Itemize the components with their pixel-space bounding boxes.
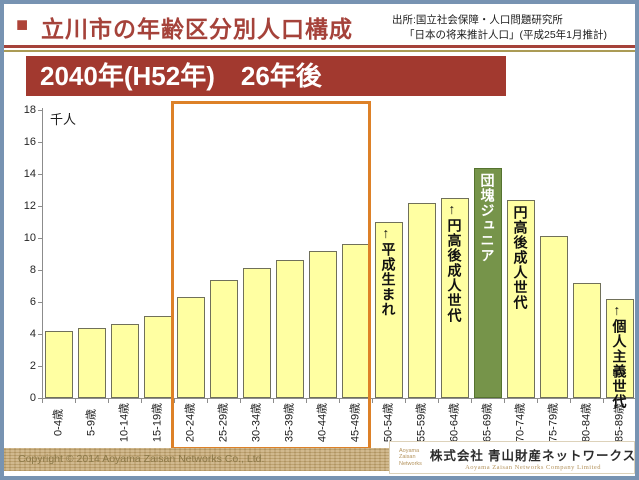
- y-tick: [38, 302, 42, 303]
- x-tick: [570, 399, 571, 403]
- x-axis-category-label: 20-24歳: [184, 402, 196, 443]
- logo-wordmark: Aoyama Zaisan Networks: [399, 448, 422, 468]
- bar-annotation: 団塊ジュニア: [479, 173, 496, 263]
- y-tick-label: 6: [29, 296, 36, 308]
- x-axis-category-label: 45-49歳: [349, 402, 361, 443]
- bar: [275, 260, 304, 398]
- y-tick-label: 8: [29, 264, 36, 276]
- bar-annotation: ←平成生まれ: [380, 227, 397, 317]
- logo-word-3: Networks: [399, 460, 422, 467]
- x-tick: [405, 399, 406, 403]
- bar: [143, 316, 172, 398]
- copyright-text: Copyright © 2014 Aoyama Zaisan Networks …: [18, 453, 265, 465]
- title-bullet-icon: ■: [16, 14, 29, 36]
- x-axis-category-label: 40-44歳: [316, 402, 328, 443]
- y-tick: [38, 142, 42, 143]
- y-tick: [38, 366, 42, 367]
- y-tick-label: 10: [23, 232, 36, 244]
- x-axis-category-label: 10-14歳: [118, 402, 130, 443]
- x-axis-category-label: 5-9歳: [85, 409, 97, 436]
- y-tick: [38, 334, 42, 335]
- x-tick: [537, 399, 538, 403]
- y-tick: [38, 110, 42, 111]
- y-tick-label: 12: [23, 200, 36, 212]
- x-axis-category-label: 25-29歳: [217, 402, 229, 443]
- company-name-block: 株式会社 青山財産ネットワークス Aoyama Zaisan Networks …: [429, 445, 637, 471]
- bar: [242, 268, 271, 398]
- bar: [506, 200, 535, 398]
- bar: [209, 280, 238, 398]
- company-logo-box: Aoyama Zaisan Networks 株式会社 青山財産ネットワークス …: [389, 441, 635, 474]
- x-tick: [504, 399, 505, 403]
- x-axis-category-label: 35-39歳: [283, 402, 295, 443]
- x-tick: [372, 399, 373, 403]
- logo-word-1: Aoyama: [399, 447, 420, 454]
- bar: [572, 283, 601, 398]
- source-line-2: 「日本の将来推計人口」(平成25年1月推計): [404, 28, 608, 41]
- bar-annotation: 円高後成人世代: [512, 205, 529, 310]
- bar: [77, 328, 106, 398]
- y-tick: [38, 398, 42, 399]
- y-tick-label: 4: [29, 328, 36, 340]
- x-tick: [108, 399, 109, 403]
- axis-unit-label: 千人: [50, 112, 77, 127]
- bar-highlighted: [473, 168, 502, 398]
- bar-annotation: ←個人主義世代: [611, 304, 628, 409]
- y-tick-label: 2: [29, 360, 36, 372]
- year-banner: 2040年(H52年) 26年後: [26, 56, 506, 96]
- x-tick: [42, 399, 43, 403]
- bar: [539, 236, 568, 398]
- bar: [605, 299, 634, 398]
- y-tick: [38, 206, 42, 207]
- x-axis-category-label: 75-79歳: [547, 402, 559, 443]
- bar: [176, 297, 205, 398]
- x-axis-category-label: 65-69歳: [481, 402, 493, 443]
- x-tick: [603, 399, 604, 403]
- x-tick: [174, 399, 175, 403]
- company-name: 株式会社 青山財産ネットワークス: [429, 448, 637, 463]
- bar-annotation: ←円高後成人世代: [446, 203, 463, 323]
- bar: [44, 331, 73, 398]
- title-divider: [4, 45, 635, 52]
- x-tick: [339, 399, 340, 403]
- x-axis-category-label: 55-59歳: [415, 402, 427, 443]
- y-tick: [38, 238, 42, 239]
- x-tick: [240, 399, 241, 403]
- x-axis-category-label: 80-84歳: [580, 402, 592, 443]
- y-tick-label: 0: [29, 392, 36, 404]
- y-axis-line: [42, 108, 43, 398]
- bar: [341, 244, 370, 398]
- x-tick: [141, 399, 142, 403]
- x-axis-category-label: 30-34歳: [250, 402, 262, 443]
- x-axis-line: [42, 398, 635, 399]
- bar: [374, 222, 403, 398]
- y-tick-label: 16: [23, 136, 36, 148]
- y-tick-label: 14: [23, 168, 36, 180]
- x-axis-category-label: 15-19歳: [151, 402, 163, 443]
- page-title: 立川市の年齢区分別人口構成: [41, 16, 353, 42]
- x-axis-category-label: 50-54歳: [382, 402, 394, 443]
- x-tick: [207, 399, 208, 403]
- x-tick: [636, 399, 637, 403]
- bar: [440, 198, 469, 398]
- x-tick: [273, 399, 274, 403]
- x-tick: [306, 399, 307, 403]
- source-note: 出所:国立社会保障・人口問題研究所 「日本の将来推計人口」(平成25年1月推計): [392, 13, 635, 42]
- bar: [407, 203, 436, 398]
- x-axis-category-label: 60-64歳: [448, 402, 460, 443]
- logo-word-2: Zaisan: [399, 454, 416, 461]
- source-line-1: 出所:国立社会保障・人口問題研究所: [392, 14, 563, 26]
- x-axis-category-label: 70-74歳: [514, 402, 526, 443]
- x-tick: [75, 399, 76, 403]
- company-name-en: Aoyama Zaisan Networks Company Limited: [465, 463, 602, 471]
- x-tick: [471, 399, 472, 403]
- x-tick: [438, 399, 439, 403]
- y-tick-label: 18: [23, 104, 36, 116]
- bar: [110, 324, 139, 398]
- y-tick: [38, 174, 42, 175]
- x-axis-category-label: 0-4歳: [52, 409, 64, 436]
- y-tick: [38, 270, 42, 271]
- bar: [308, 251, 337, 398]
